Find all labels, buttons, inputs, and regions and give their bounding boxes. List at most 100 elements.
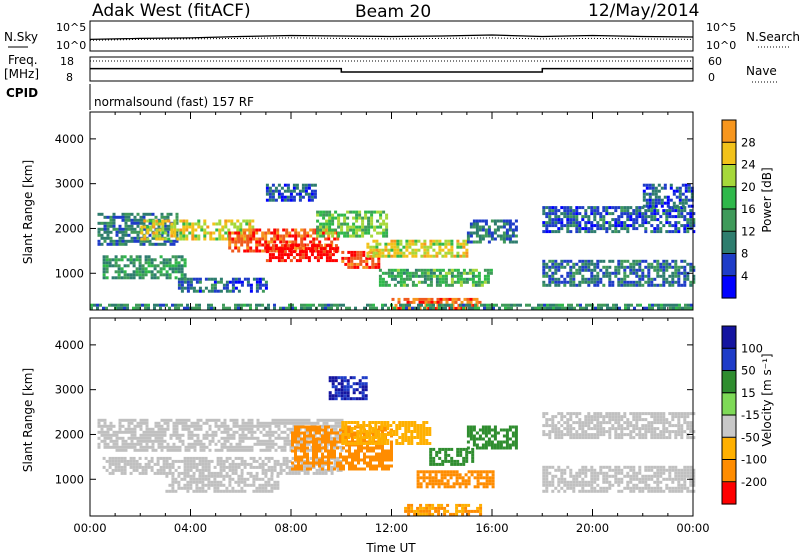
- range-gate-cell: [614, 268, 618, 272]
- range-gate-cell: [635, 433, 639, 437]
- noise-panel-frame: [89, 20, 694, 52]
- range-gate-cell: [398, 436, 402, 439]
- range-gate-cell: [557, 430, 561, 434]
- range-gate-cell: [106, 442, 110, 446]
- range-gate-cell: [306, 461, 309, 465]
- range-gate-cell: [666, 195, 670, 199]
- range-gate-cell: [157, 436, 161, 440]
- range-gate-cell: [195, 289, 199, 293]
- range-gate-cell: [557, 230, 561, 234]
- range-gate-cell: [175, 421, 179, 425]
- range-gate-cell: [336, 237, 340, 241]
- range-gate-cell: [315, 440, 318, 444]
- range-gate-cell: [341, 436, 345, 439]
- range-gate-cell: [615, 303, 618, 307]
- range-gate-cell: [219, 474, 223, 478]
- range-gate-cell: [268, 421, 272, 425]
- range-gate-cell: [172, 424, 176, 428]
- range-gate-cell: [238, 424, 242, 428]
- range-gate-cell: [441, 277, 445, 281]
- range-gate-cell: [465, 254, 469, 258]
- range-gate-cell: [280, 445, 284, 449]
- range-gate-cell: [228, 289, 232, 293]
- range-gate-cell: [207, 303, 210, 307]
- range-gate-cell: [590, 421, 594, 425]
- range-gate-cell: [447, 453, 451, 457]
- range-gate-cell: [348, 455, 351, 459]
- range-gate-cell: [347, 265, 351, 269]
- range-gate-cell: [209, 237, 213, 241]
- range-gate-cell: [668, 230, 672, 234]
- range-gate-cell: [639, 303, 642, 307]
- range-gate-cell: [560, 212, 564, 216]
- nave-label: Nave: [746, 64, 777, 78]
- range-gate-cell: [100, 227, 104, 231]
- range-gate-cell: [318, 303, 321, 307]
- range-gate-cell: [456, 277, 460, 281]
- range-gate-cell: [386, 442, 390, 445]
- range-gate-cell: [381, 446, 384, 450]
- range-gate-cell: [297, 428, 300, 432]
- range-gate-cell: [666, 201, 670, 205]
- range-gate-cell: [632, 271, 636, 275]
- range-gate-cell: [298, 253, 302, 257]
- range-gate-cell: [301, 195, 305, 199]
- range-gate-cell: [247, 418, 251, 422]
- range-gate-cell: [488, 476, 492, 480]
- range-gate-cell: [333, 231, 337, 235]
- range-gate-cell: [563, 206, 567, 210]
- range-gate-cell: [90, 306, 93, 310]
- range-gate-cell: [237, 465, 241, 469]
- range-gate-cell: [453, 268, 457, 272]
- range-gate-cell: [246, 237, 250, 241]
- range-gate-cell: [671, 265, 675, 269]
- range-gate-cell: [684, 303, 687, 307]
- range-gate-cell: [443, 476, 447, 480]
- range-gate-cell: [237, 237, 241, 241]
- range-gate-cell: [399, 303, 402, 307]
- range-gate-cell: [219, 465, 223, 469]
- range-gate-cell: [204, 465, 208, 469]
- range-gate-cell: [297, 431, 300, 435]
- range-gate-cell: [142, 421, 146, 425]
- range-gate-cell: [235, 448, 239, 452]
- range-gate-cell: [508, 228, 512, 232]
- range-gate-cell: [353, 442, 357, 445]
- range-gate-cell: [596, 433, 600, 437]
- range-gate-cell: [154, 433, 158, 437]
- range-gate-cell: [202, 421, 206, 425]
- range-gate-cell: [224, 237, 228, 241]
- range-gate-cell: [447, 242, 451, 246]
- range-gate-cell: [327, 237, 331, 241]
- range-gate-cell: [680, 224, 684, 228]
- range-gate-cell: [551, 259, 555, 263]
- range-gate-cell: [115, 436, 119, 440]
- range-gate-cell: [243, 477, 247, 481]
- range-gate-cell: [234, 306, 237, 310]
- range-gate-cell: [325, 250, 329, 254]
- range-gate-cell: [136, 230, 140, 234]
- range-gate-cell: [471, 450, 475, 454]
- range-gate-cell: [581, 268, 585, 272]
- range-gate-cell: [198, 462, 202, 466]
- colorbar-tick-label: 16: [741, 202, 756, 216]
- range-gate-cell: [411, 283, 415, 287]
- range-gate-cell: [485, 470, 489, 474]
- range-gate-cell: [419, 482, 423, 486]
- range-gate-cell: [425, 439, 429, 442]
- range-gate-cell: [165, 489, 169, 493]
- range-gate-cell: [369, 449, 372, 453]
- range-gate-cell: [170, 228, 174, 232]
- range-gate-cell: [250, 433, 254, 437]
- range-gate-cell: [384, 254, 388, 258]
- range-gate-cell: [256, 427, 260, 431]
- range-gate-cell: [347, 259, 351, 263]
- range-gate-cell: [136, 448, 140, 452]
- range-gate-cell: [602, 415, 606, 419]
- range-gate-cell: [438, 239, 442, 243]
- range-gate-cell: [608, 280, 612, 284]
- range-gate-cell: [608, 418, 612, 422]
- range-gate-cell: [455, 509, 459, 513]
- range-gate-cell: [261, 465, 265, 469]
- range-gate-cell: [248, 219, 252, 223]
